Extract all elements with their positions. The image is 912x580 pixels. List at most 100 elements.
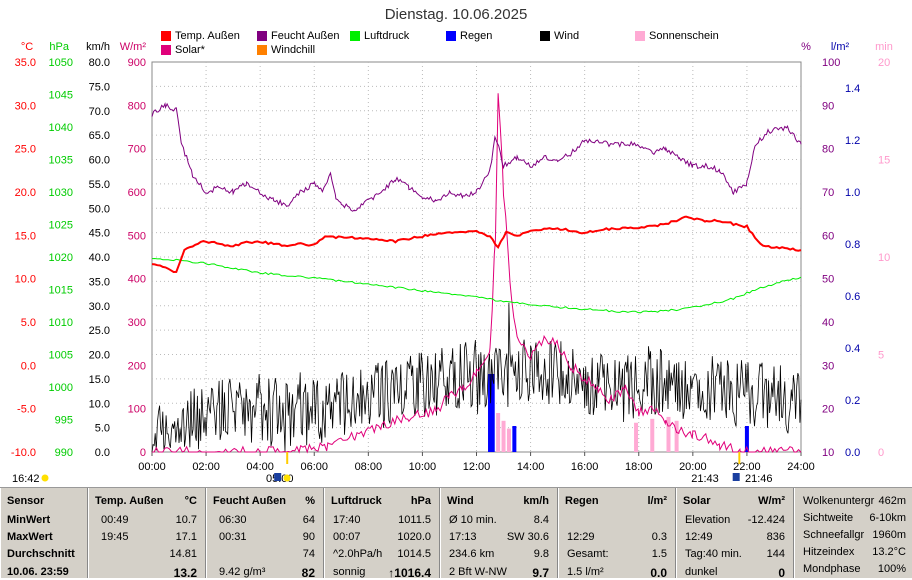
panel-cell-label: 1.5 l/m² [567, 566, 604, 578]
axis-tick-left: 200 [128, 360, 146, 372]
panel-box-solar: Solar W/m² Elevation -12.424 12:49 836 Tag:40 … [676, 488, 794, 580]
axis-tick-x: 10:00 [409, 461, 437, 473]
axis-tick-left: 80.0 [89, 57, 110, 69]
panel-cell-value: 100% [877, 563, 906, 575]
axis-tick-left: 15.0 [89, 374, 110, 386]
panel-row-label: MaxWert [7, 531, 53, 543]
panel-cell-value: 9.8 [533, 548, 549, 560]
axis-tick-right: 0.4 [845, 343, 860, 355]
panel-cell-label: 00:31 [219, 531, 247, 543]
panel-cell-label: Mondphase [803, 563, 861, 575]
series-temperature [151, 215, 802, 274]
panel-cell-value: 0.3 [651, 531, 667, 543]
rain-bar [490, 374, 495, 452]
panel-cell-label: Schneefallgr [803, 529, 865, 541]
panel-box-press: Luftdruck hPa 17:40 1011.5 00:07 1020.0 ^2.0hP… [324, 488, 440, 580]
panel-cell-label: 17:13 [449, 531, 477, 543]
axis-tick-right: 0.0 [845, 447, 860, 459]
axis-tick-right: 0.6 [845, 291, 860, 303]
panel-cell-value: 13.2 [173, 566, 197, 580]
rain-bar [488, 374, 493, 452]
axis-tick-left: 400 [128, 274, 146, 286]
legend-item: Regen [446, 30, 492, 42]
axis-tick-left: 1015 [49, 285, 73, 297]
panel-cell-value: 13.2°C [872, 546, 906, 558]
series-solar [152, 93, 802, 454]
legend-item: Wind [540, 30, 579, 42]
axis-tick-right: 20 [878, 57, 890, 69]
axis-tick-left: 1030 [49, 187, 73, 199]
series-humidity [151, 102, 802, 212]
axis-tick-left: 25.0 [15, 144, 36, 156]
panel-box-unit: W/m² [758, 495, 785, 507]
axis-tick-left: 65.0 [89, 130, 110, 142]
legend-label: Temp. Außen [175, 30, 240, 42]
sunshine-bar [501, 420, 506, 452]
sunshine-bar [496, 413, 501, 452]
legend-swatch [257, 31, 267, 41]
axis-unit-right: min [875, 41, 893, 53]
axis-tick-left: 995 [55, 415, 73, 427]
panel-cell-value: 1020.0 [397, 531, 431, 543]
panel-box-title: Luftdruck [331, 495, 382, 507]
axis-tick-left: 1025 [49, 220, 73, 232]
axis-tick-right: 20 [822, 404, 834, 416]
sunshine-bar [506, 428, 511, 452]
panel-box-title: Temp. Außen [95, 495, 164, 507]
sun-icon [41, 474, 49, 482]
axis-tick-left: 990 [55, 447, 73, 459]
legend-swatch [446, 31, 456, 41]
panel-cell-value: 82 [301, 566, 315, 580]
panel-cell-value: 9.7 [532, 566, 549, 580]
axis-tick-right: 1.0 [845, 187, 860, 199]
axis-tick-left: 0.0 [95, 447, 110, 459]
legend-swatch [635, 31, 645, 41]
axis-tick-left: 1035 [49, 155, 73, 167]
axis-tick-left: 1040 [49, 122, 73, 134]
panel-cell-value: -12.424 [747, 514, 785, 526]
axis-tick-left: 1010 [49, 317, 73, 329]
legend-label: Feucht Außen [271, 30, 340, 42]
axis-tick-x: 14:00 [517, 461, 545, 473]
panel-cell-label: sonnig [333, 566, 366, 578]
axis-tick-left: 5.0 [95, 423, 110, 435]
panel-cell-label: dunkel [685, 566, 718, 578]
legend-label: Solar* [175, 44, 205, 56]
legend-swatch [350, 31, 360, 41]
panel-cell-value: 8.4 [533, 514, 549, 526]
axis-tick-left: 600 [128, 187, 146, 199]
axis-tick-x: 12:00 [463, 461, 491, 473]
panel-cell-value: 14.81 [169, 548, 197, 560]
panel-cell-label: 12:49 [685, 531, 713, 543]
panel-cell-value: 17.1 [175, 531, 197, 543]
axis-tick-left: 10.0 [89, 398, 110, 410]
axis-tick-right: 40 [822, 317, 834, 329]
axis-tick-left: 300 [128, 317, 146, 329]
panel-box-temp: Temp. Außen °C 00:49 10.7 19:45 17.1 14.81 13.2 [88, 488, 206, 580]
axis-tick-left: 1050 [49, 57, 73, 69]
axis-tick-right: 80 [822, 144, 834, 156]
panel-cell-label: 9.42 g/m³ [219, 566, 266, 578]
panel-cell-label: 234.6 km [449, 548, 495, 560]
panel-box-unit: hPa [410, 495, 431, 507]
legend-item: Solar* [161, 44, 205, 56]
axis-tick-right: 5 [878, 350, 884, 362]
sun-icon [283, 474, 291, 482]
panel-cell-label: 00:49 [101, 514, 129, 526]
legend-item: Feucht Außen [257, 30, 340, 42]
panel-cell-label: 12:29 [567, 531, 595, 543]
axis-tick-left: 50.0 [89, 203, 110, 215]
axis-tick-right: 30 [822, 360, 834, 372]
panel-cell-label: ^2.0hPa/h [333, 548, 383, 560]
axis-tick-left: 55.0 [89, 179, 110, 191]
series-pressure [151, 257, 802, 314]
panel-box-title: Solar [683, 495, 711, 507]
sunshine-bar [674, 420, 679, 452]
panel-cell-label: 17:40 [333, 514, 361, 526]
legend-label: Windchill [271, 44, 316, 56]
panel-cell-value: 10.7 [175, 514, 197, 526]
axis-tick-left: 1020 [49, 252, 73, 264]
panel-row-label: Durchschnitt [7, 548, 75, 560]
axis-tick-left: 700 [128, 144, 146, 156]
axis-tick-left: 0.0 [21, 360, 36, 372]
